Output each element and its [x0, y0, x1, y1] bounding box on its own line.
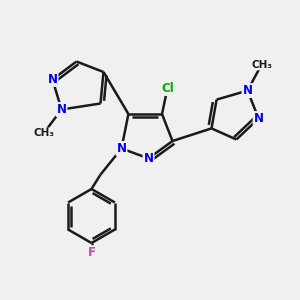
- Text: N: N: [242, 84, 253, 97]
- Text: CH₃: CH₃: [33, 128, 54, 139]
- Text: N: N: [143, 152, 154, 165]
- Text: CH₃: CH₃: [251, 59, 272, 70]
- Text: Cl: Cl: [161, 82, 174, 95]
- Text: N: N: [56, 103, 67, 116]
- Text: F: F: [88, 246, 95, 259]
- Text: N: N: [116, 142, 127, 155]
- Text: N: N: [47, 73, 58, 86]
- Text: N: N: [254, 112, 264, 125]
